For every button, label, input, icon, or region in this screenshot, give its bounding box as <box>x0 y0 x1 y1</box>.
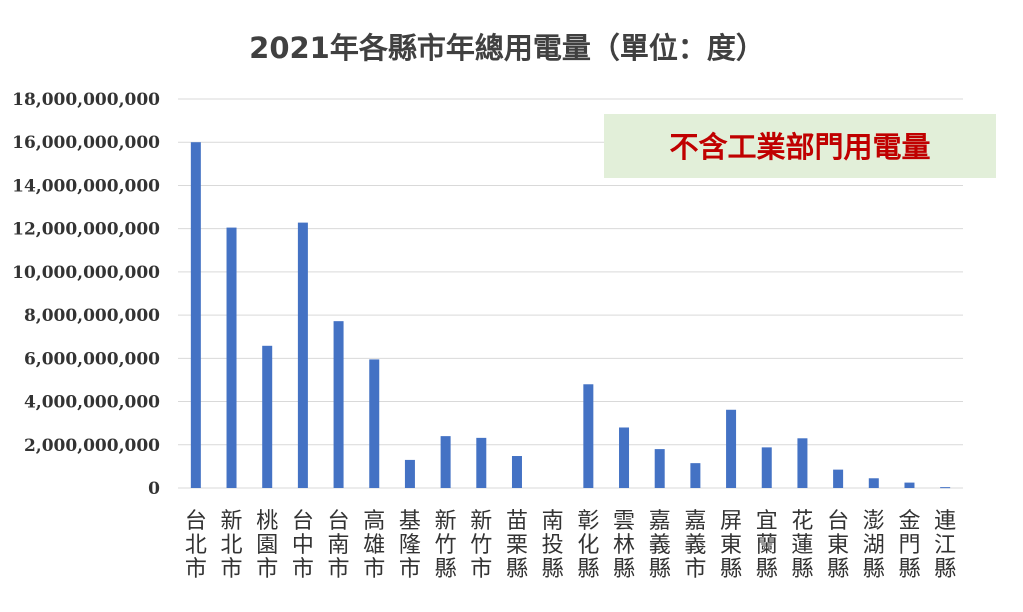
y-tick-label: 0 <box>148 479 160 499</box>
gridlines <box>178 98 963 489</box>
bar <box>619 427 630 488</box>
bar <box>761 447 772 488</box>
y-tick-label: 14,000,000,000 <box>12 176 160 196</box>
x-tick-label: 連江縣 <box>934 509 956 582</box>
y-tick-label: 6,000,000,000 <box>24 349 160 369</box>
x-tick-label: 新竹市 <box>470 509 492 582</box>
y-tick-label: 2,000,000,000 <box>24 436 160 456</box>
bar <box>833 469 844 488</box>
bar <box>511 456 522 488</box>
y-tick-label: 16,000,000,000 <box>12 133 160 153</box>
bar <box>190 142 201 488</box>
bar <box>868 478 879 488</box>
x-tick-label: 台中市 <box>292 509 314 582</box>
x-axis-ticks: 台北市新北市桃園市台中市台南市高雄市基隆市新竹縣新竹市苗栗縣南投縣彰化縣雲林縣嘉… <box>185 509 956 582</box>
annotation-box: 不含工業部門用電量 <box>604 114 996 178</box>
bar <box>654 449 665 488</box>
bar <box>904 482 915 488</box>
y-tick-label: 10,000,000,000 <box>12 263 160 283</box>
x-tick-label: 屏東縣 <box>720 509 742 582</box>
x-tick-label: 台南市 <box>328 509 350 582</box>
bar <box>404 459 415 488</box>
bar <box>369 359 380 488</box>
x-tick-label: 雲林縣 <box>613 509 635 582</box>
y-tick-label: 8,000,000,000 <box>24 306 160 326</box>
x-tick-label: 嘉義縣 <box>649 509 671 582</box>
x-tick-label: 彰化縣 <box>577 509 599 582</box>
bar <box>262 345 273 488</box>
bar <box>726 409 737 488</box>
chart-title: 2021年各縣市年總用電量（單位：度） <box>249 31 765 65</box>
annotation-background <box>604 114 996 178</box>
x-tick-label: 花蓮縣 <box>791 509 813 582</box>
x-tick-label: 台北市 <box>185 509 207 582</box>
x-tick-label: 基隆市 <box>399 509 421 582</box>
bar <box>690 463 701 488</box>
bar <box>797 438 808 488</box>
x-tick-label: 宜蘭縣 <box>756 509 778 582</box>
bar <box>440 436 451 488</box>
annotation-text: 不含工業部門用電量 <box>669 130 930 164</box>
bar <box>226 227 237 488</box>
y-tick-label: 4,000,000,000 <box>24 393 160 413</box>
bar <box>940 487 951 489</box>
y-tick-label: 12,000,000,000 <box>12 220 160 240</box>
y-tick-label: 18,000,000,000 <box>12 90 160 110</box>
x-tick-label: 桃園市 <box>256 509 278 582</box>
x-tick-label: 高雄市 <box>363 509 385 582</box>
bars <box>190 142 951 489</box>
x-tick-label: 苗栗縣 <box>506 509 528 582</box>
x-tick-label: 新北市 <box>221 509 243 582</box>
bar <box>297 222 308 489</box>
x-tick-label: 南投縣 <box>542 509 564 582</box>
x-tick-label: 新竹縣 <box>435 509 457 582</box>
bar <box>583 384 594 488</box>
x-tick-label: 澎湖縣 <box>863 509 885 582</box>
x-tick-label: 金門縣 <box>898 509 920 582</box>
x-tick-label: 嘉義市 <box>684 509 706 582</box>
y-axis-ticks: 0 2,000,000,000 4,000,000,000 6,000,000,000… <box>12 90 160 499</box>
bar <box>476 437 487 488</box>
x-tick-label: 台東縣 <box>827 509 849 582</box>
bar <box>333 321 344 488</box>
